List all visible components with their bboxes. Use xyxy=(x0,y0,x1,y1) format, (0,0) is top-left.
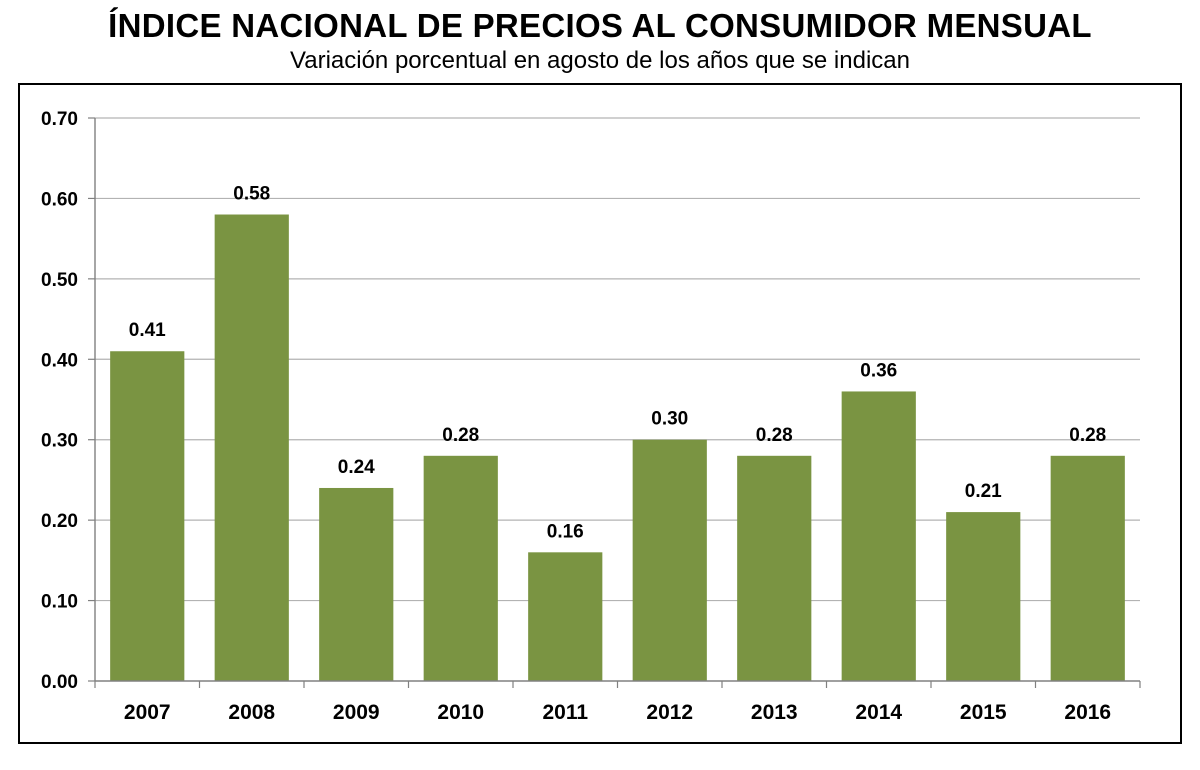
bar-2016 xyxy=(1050,455,1125,681)
bar-2009 xyxy=(319,487,394,681)
x-tick-label: 2007 xyxy=(124,701,171,724)
x-tick-label: 2011 xyxy=(542,701,588,724)
chart-title: ÍNDICE NACIONAL DE PRECIOS AL CONSUMIDOR… xyxy=(108,7,1092,44)
bar-2008 xyxy=(214,214,289,681)
x-tick-label: 2012 xyxy=(646,701,693,724)
data-label: 0.36 xyxy=(860,360,897,381)
bar-2015 xyxy=(946,512,1021,681)
data-label: 0.30 xyxy=(651,409,688,430)
y-tick-label: 0.00 xyxy=(41,672,78,693)
data-label: 0.21 xyxy=(965,481,1002,502)
y-tick-label: 0.10 xyxy=(41,592,78,613)
x-tick-label: 2013 xyxy=(751,701,798,724)
bar-2010 xyxy=(423,455,498,681)
x-tick-label: 2016 xyxy=(1064,701,1111,724)
y-tick-label: 0.60 xyxy=(41,189,78,210)
data-label: 0.28 xyxy=(442,425,479,446)
data-label: 0.58 xyxy=(233,184,270,205)
bar-2011 xyxy=(528,552,603,681)
x-tick-label: 2010 xyxy=(437,701,484,724)
data-label: 0.16 xyxy=(547,521,584,542)
bar-2014 xyxy=(841,391,916,681)
y-tick-label: 0.30 xyxy=(41,431,78,452)
x-tick-label: 2008 xyxy=(228,701,275,724)
bar-2012 xyxy=(632,439,707,681)
data-label: 0.28 xyxy=(756,425,793,446)
labels: 0.00 0.10 0.20 0.30 0.40 0.50 0.60 0.70 0.41 2007… xyxy=(41,109,1111,724)
x-tick-label: 2009 xyxy=(333,701,380,724)
y-tick-label: 0.20 xyxy=(41,511,78,532)
bar-2013 xyxy=(737,455,812,681)
y-tick-label: 0.70 xyxy=(41,109,78,130)
bar-2007 xyxy=(110,351,185,681)
chart-frame xyxy=(18,83,1182,744)
y-tick-label: 0.40 xyxy=(41,350,78,371)
data-label: 0.41 xyxy=(129,320,166,341)
axes xyxy=(88,117,1141,688)
bars xyxy=(110,214,1125,681)
x-tick-label: 2014 xyxy=(855,701,902,724)
data-label: 0.28 xyxy=(1069,425,1106,446)
data-label: 0.24 xyxy=(338,457,375,478)
chart-subtitle: Variación porcentual en agosto de los añ… xyxy=(290,47,910,74)
x-tick-label: 2015 xyxy=(960,701,1007,724)
y-tick-label: 0.50 xyxy=(41,270,78,291)
